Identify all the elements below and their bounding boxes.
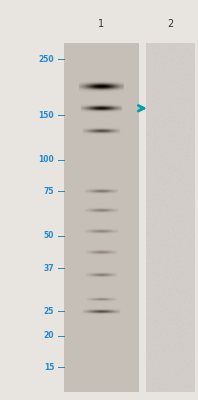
- Text: 15: 15: [44, 363, 54, 372]
- Text: 50: 50: [44, 231, 54, 240]
- Bar: [146, 43, 195, 392]
- Text: 250: 250: [38, 55, 54, 64]
- Bar: [64, 43, 138, 392]
- Text: 25: 25: [44, 307, 54, 316]
- Text: 75: 75: [44, 187, 54, 196]
- Text: 1: 1: [98, 19, 104, 29]
- Text: 2: 2: [167, 19, 173, 29]
- Text: 20: 20: [44, 331, 54, 340]
- Text: 100: 100: [38, 155, 54, 164]
- Text: 37: 37: [44, 264, 54, 273]
- Text: 150: 150: [38, 111, 54, 120]
